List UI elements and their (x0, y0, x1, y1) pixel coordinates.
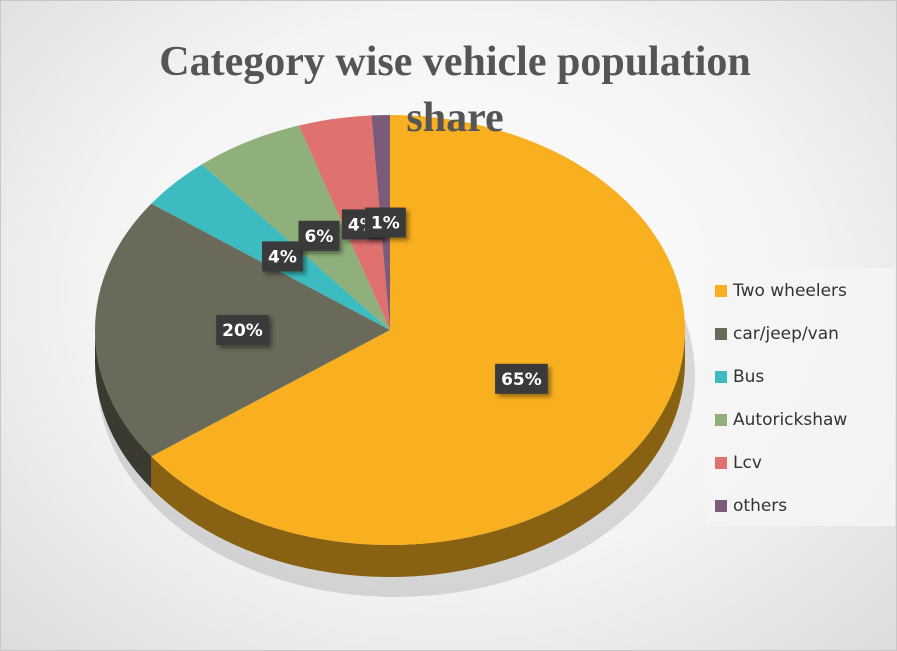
legend-swatch (715, 457, 727, 469)
data-label-box (364, 207, 406, 238)
data-label: 6% (305, 227, 334, 247)
legend-label: Lcv (733, 453, 762, 473)
data-label: 4% (268, 247, 297, 267)
legend-box (705, 268, 895, 526)
legend-label: Autorickshaw (733, 410, 847, 430)
data-label-box (298, 220, 340, 251)
slice-side (95, 330, 152, 489)
data-label: 65% (501, 370, 542, 390)
legend-swatch (715, 371, 727, 383)
legend-swatch (715, 328, 727, 340)
data-label-group: 6% (298, 220, 340, 251)
data-label-group: 65% (495, 363, 548, 394)
data-label-group: 20% (216, 315, 269, 345)
legend-label: Two wheelers (732, 281, 847, 301)
data-label-group: 1% (364, 207, 406, 238)
data-label-box (495, 363, 548, 394)
data-label: 20% (222, 321, 263, 341)
slice-side (151, 330, 686, 578)
data-label-group: 4% (262, 241, 303, 272)
legend-label: car/jeep/van (733, 324, 839, 344)
chart-title: Category wise vehicle population share (159, 39, 751, 141)
legend-label: Bus (733, 367, 764, 387)
legend-swatch (715, 285, 727, 297)
data-label-box (262, 241, 303, 272)
data-label: 1% (371, 214, 400, 234)
legend-swatch (715, 500, 727, 512)
data-label-box (216, 315, 269, 345)
legend-swatch (715, 414, 727, 426)
slice (201, 125, 390, 330)
slice (151, 115, 685, 546)
legend-label: others (733, 496, 787, 516)
